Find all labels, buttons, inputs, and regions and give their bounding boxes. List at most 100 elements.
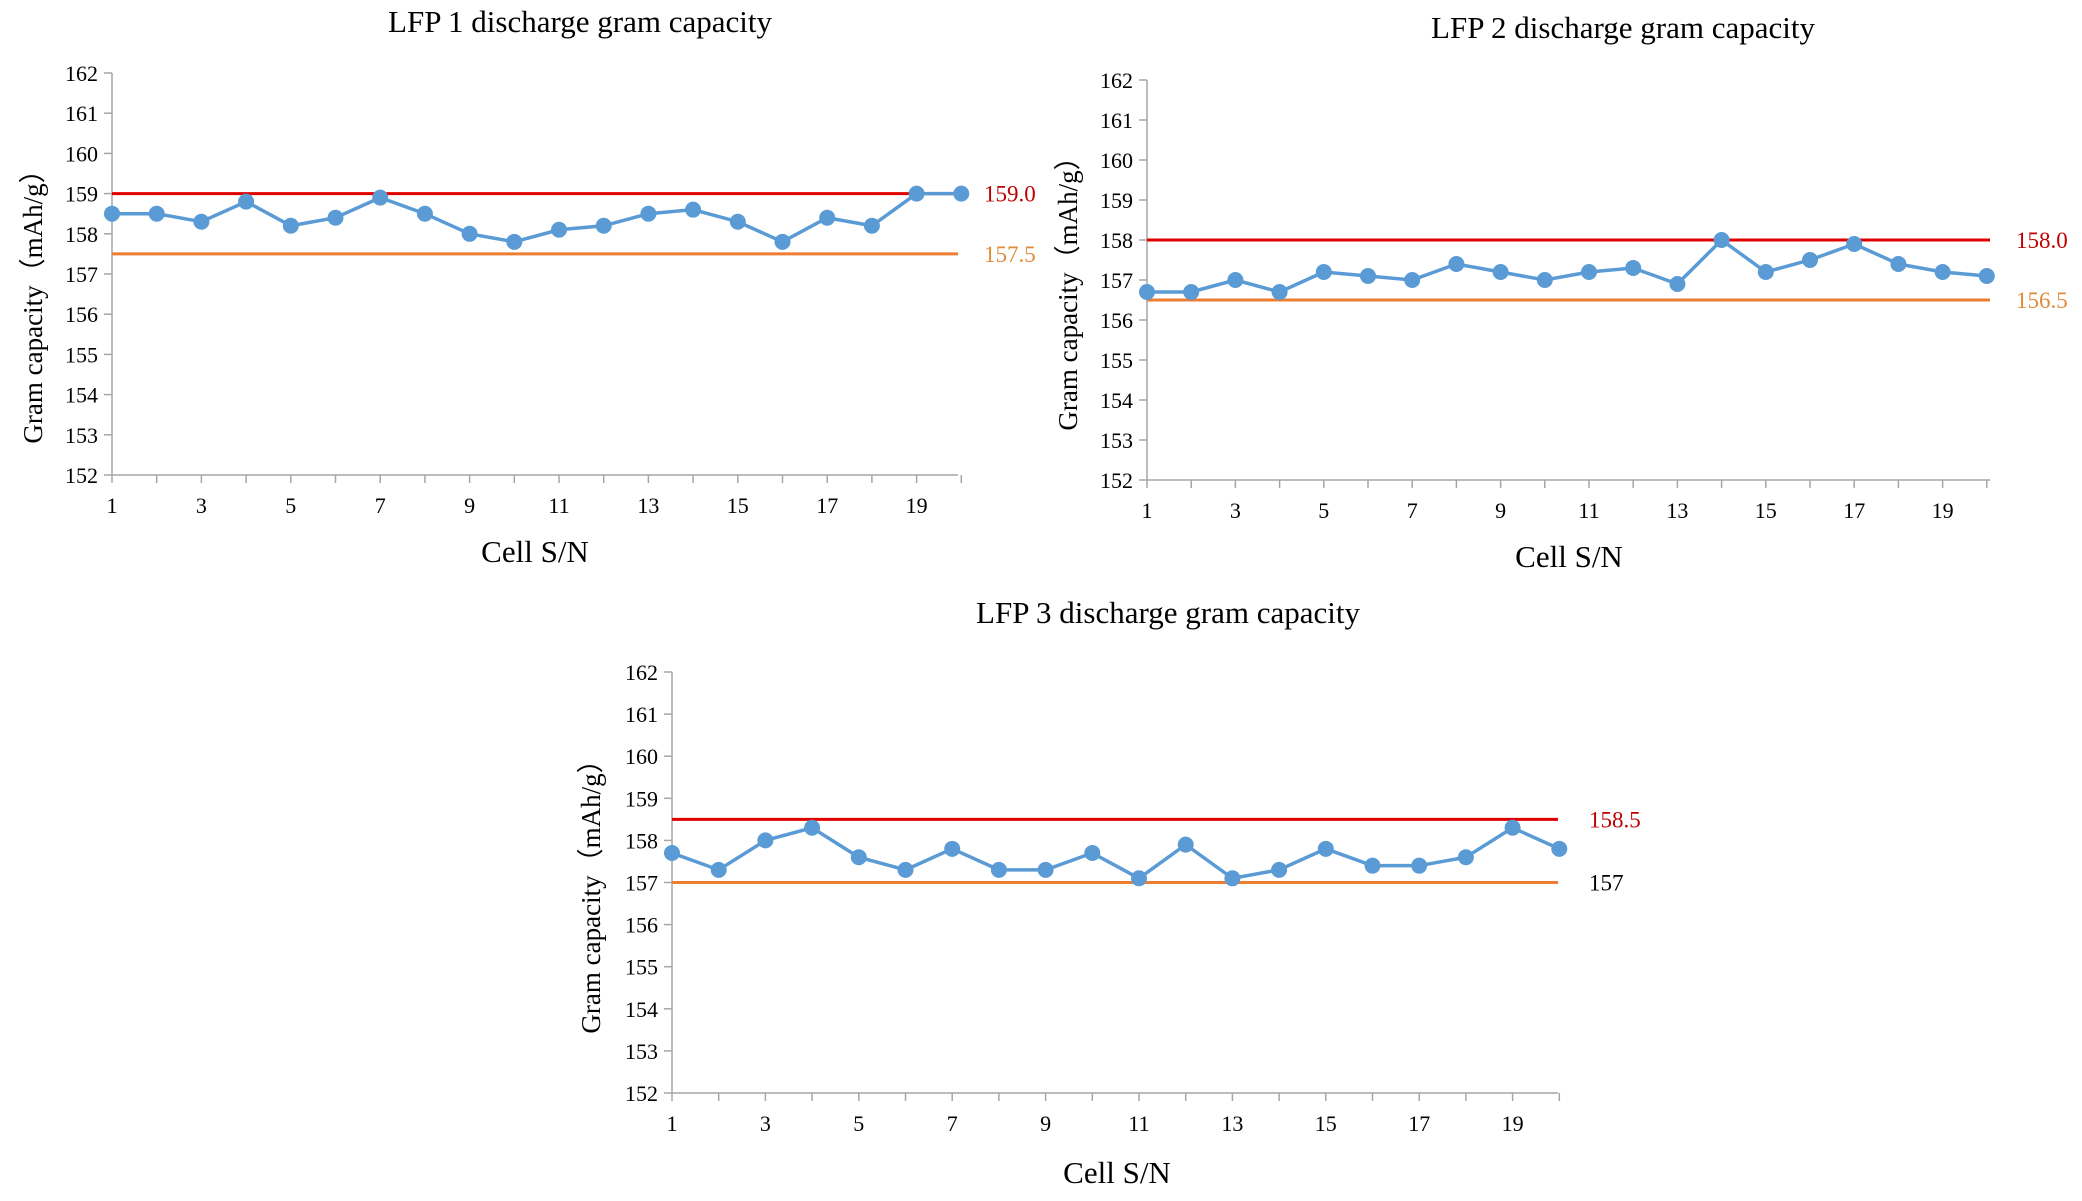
- y-tick-label: 162: [1100, 68, 1133, 93]
- data-point: [664, 845, 680, 862]
- data-point: [804, 819, 821, 836]
- series: [1139, 232, 1995, 300]
- x-tick-label: 1: [667, 1111, 678, 1136]
- chart-lfp2: LFP 2 discharge gram capacity Cell S/N G…: [1053, 10, 2068, 574]
- y-tick-label: 155: [65, 342, 98, 367]
- data-point: [282, 217, 299, 234]
- y-tick-label: 157: [65, 262, 98, 287]
- data-point: [729, 213, 746, 230]
- x-tick-label: 7: [947, 1111, 958, 1136]
- data-point: [1131, 870, 1147, 887]
- reference-label: 159.0: [984, 182, 1036, 207]
- x-tick-label: 5: [1318, 498, 1329, 523]
- data-point: [710, 861, 727, 878]
- y-tick-label: 152: [625, 1081, 658, 1106]
- x-axis-ticks: 1 3 5 7 9 11 13 15 17 19: [1142, 480, 1988, 523]
- y-tick-label: 160: [625, 744, 658, 769]
- data-point: [640, 205, 657, 222]
- y-tick-label: 159: [625, 786, 658, 811]
- axes: [111, 73, 958, 476]
- data-point: [1360, 268, 1376, 284]
- data-point: [1315, 264, 1332, 280]
- data-point: [595, 217, 612, 234]
- x-tick-label: 17: [816, 493, 838, 518]
- y-tick-label: 154: [625, 997, 658, 1022]
- data-point: [944, 840, 961, 857]
- y-tick-label: 156: [1100, 308, 1133, 333]
- data-point: [1227, 272, 1244, 288]
- data-point: [1404, 272, 1421, 288]
- y-tick-label: 162: [65, 61, 98, 86]
- data-point: [1139, 284, 1155, 300]
- y-tick-label: 161: [65, 101, 98, 126]
- x-axis-label: Cell S/N: [1063, 1155, 1171, 1190]
- data-point: [1183, 284, 1200, 300]
- y-tick-label: 156: [625, 913, 658, 938]
- x-tick-label: 19: [906, 493, 928, 518]
- y-tick-label: 158: [65, 222, 98, 247]
- data-point: [908, 185, 925, 202]
- x-tick-label: 9: [464, 493, 475, 518]
- data-point: [506, 233, 523, 250]
- data-point: [551, 221, 567, 238]
- data-point: [1713, 232, 1730, 248]
- data-point: [104, 205, 120, 222]
- y-tick-label: 159: [65, 182, 98, 207]
- x-tick-label: 11: [1128, 1111, 1149, 1136]
- y-axis-ticks: 152 153 154 155 156 157 158 159 160 161 162: [625, 660, 672, 1106]
- data-point: [238, 193, 255, 210]
- x-axis-ticks: 1 3 5 7 9 11 13 15 17 19: [107, 475, 963, 518]
- x-tick-label: 15: [1315, 1111, 1337, 1136]
- y-tick-label: 157: [625, 871, 658, 896]
- x-axis-label: Cell S/N: [481, 534, 589, 569]
- data-point: [850, 849, 867, 866]
- x-tick-label: 3: [196, 493, 207, 518]
- data-point: [1581, 264, 1597, 280]
- y-axis-ticks: 152 153 154 155 156 157 158 159 160 161 162: [65, 61, 112, 488]
- data-point: [1802, 252, 1818, 268]
- data-point: [1084, 845, 1101, 862]
- data-point: [819, 209, 836, 226]
- series: [664, 819, 1568, 887]
- x-tick-label: 15: [1755, 498, 1777, 523]
- data-point: [1846, 236, 1863, 252]
- data-point: [1457, 849, 1474, 866]
- data-point: [1317, 840, 1334, 857]
- data-point: [1271, 861, 1288, 878]
- y-tick-label: 158: [625, 828, 658, 853]
- data-point: [1978, 268, 1995, 284]
- reference-lines: 159.0 157.5: [112, 182, 1036, 267]
- data-point: [1411, 857, 1428, 874]
- data-point: [897, 861, 914, 878]
- x-tick-label: 17: [1843, 498, 1865, 523]
- x-tick-label: 15: [727, 493, 749, 518]
- x-tick-label: 19: [1502, 1111, 1524, 1136]
- x-tick-label: 7: [375, 493, 386, 518]
- reference-label: 157.5: [984, 242, 1036, 267]
- y-axis-label: Gram capacity（mAh/g）: [1053, 143, 1083, 430]
- data-point: [1271, 284, 1288, 300]
- x-tick-label: 1: [1142, 498, 1153, 523]
- data-point: [1934, 264, 1951, 280]
- y-axis-ticks: 152 153 154 155 156 157 158 159 160 161 162: [1100, 68, 1147, 493]
- axes: [1146, 80, 1990, 481]
- data-point: [1757, 264, 1774, 280]
- x-tick-label: 11: [548, 493, 569, 518]
- data-point: [1551, 840, 1568, 857]
- y-tick-label: 152: [65, 463, 98, 488]
- y-tick-label: 155: [625, 955, 658, 980]
- y-axis-label: Gram capacity（mAh/g）: [18, 156, 48, 443]
- x-tick-label: 5: [853, 1111, 864, 1136]
- x-tick-label: 17: [1408, 1111, 1430, 1136]
- x-tick-label: 9: [1040, 1111, 1051, 1136]
- series: [104, 185, 970, 250]
- y-tick-label: 155: [1100, 348, 1133, 373]
- chart-lfp1: LFP 1 discharge gram capacity Cell S/N G…: [18, 4, 1036, 569]
- data-point: [1448, 256, 1465, 272]
- y-tick-label: 156: [65, 302, 98, 327]
- x-tick-label: 19: [1932, 498, 1954, 523]
- y-tick-label: 160: [65, 141, 98, 166]
- y-tick-label: 152: [1100, 468, 1133, 493]
- data-point: [685, 201, 702, 218]
- data-point: [327, 209, 344, 226]
